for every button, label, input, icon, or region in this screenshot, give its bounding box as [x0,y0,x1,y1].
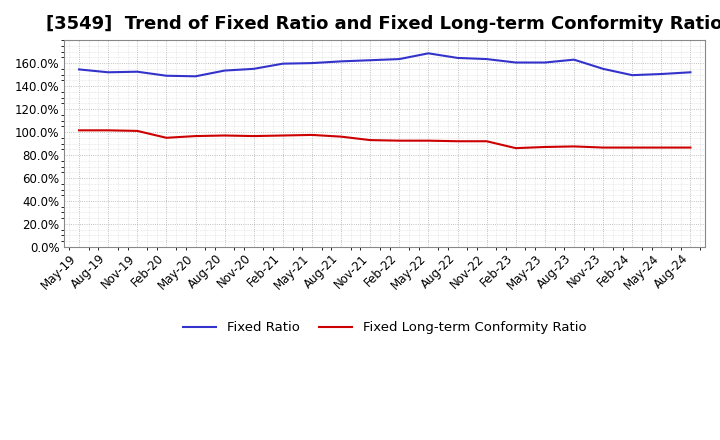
Fixed Ratio [279,61,287,66]
Fixed Ratio [307,60,316,66]
Fixed Long-term Conformity Ratio [337,134,346,139]
Fixed Long-term Conformity Ratio [511,146,520,151]
Fixed Long-term Conformity Ratio [453,139,462,144]
Fixed Ratio [424,51,433,56]
Fixed Long-term Conformity Ratio [657,145,666,150]
Fixed Ratio [541,60,549,65]
Line: Fixed Ratio: Fixed Ratio [79,53,690,76]
Fixed Long-term Conformity Ratio [570,144,578,149]
Fixed Ratio [337,59,346,64]
Fixed Ratio [104,70,112,75]
Fixed Ratio [482,56,491,62]
Fixed Long-term Conformity Ratio [541,144,549,150]
Fixed Long-term Conformity Ratio [75,128,84,133]
Fixed Long-term Conformity Ratio [192,133,200,139]
Fixed Long-term Conformity Ratio [395,138,404,143]
Fixed Long-term Conformity Ratio [162,135,171,140]
Fixed Long-term Conformity Ratio [366,137,374,143]
Fixed Ratio [75,67,84,72]
Fixed Ratio [657,71,666,77]
Fixed Ratio [395,56,404,62]
Fixed Ratio [192,73,200,79]
Fixed Ratio [162,73,171,78]
Fixed Long-term Conformity Ratio [424,138,433,143]
Fixed Ratio [366,58,374,63]
Fixed Ratio [570,57,578,62]
Fixed Ratio [220,68,229,73]
Fixed Ratio [628,73,636,78]
Fixed Long-term Conformity Ratio [104,128,112,133]
Fixed Long-term Conformity Ratio [307,132,316,138]
Title: [3549]  Trend of Fixed Ratio and Fixed Long-term Conformity Ratio: [3549] Trend of Fixed Ratio and Fixed Lo… [47,15,720,33]
Fixed Long-term Conformity Ratio [686,145,695,150]
Fixed Long-term Conformity Ratio [249,133,258,139]
Line: Fixed Long-term Conformity Ratio: Fixed Long-term Conformity Ratio [79,130,690,148]
Fixed Ratio [686,70,695,75]
Fixed Ratio [511,60,520,65]
Fixed Long-term Conformity Ratio [220,133,229,138]
Fixed Ratio [599,66,608,71]
Fixed Long-term Conformity Ratio [482,139,491,144]
Fixed Long-term Conformity Ratio [628,145,636,150]
Fixed Long-term Conformity Ratio [279,133,287,138]
Fixed Ratio [249,66,258,71]
Fixed Ratio [453,55,462,61]
Fixed Ratio [133,69,142,74]
Fixed Long-term Conformity Ratio [133,128,142,134]
Fixed Long-term Conformity Ratio [599,145,608,150]
Legend: Fixed Ratio, Fixed Long-term Conformity Ratio: Fixed Ratio, Fixed Long-term Conformity … [178,316,592,340]
